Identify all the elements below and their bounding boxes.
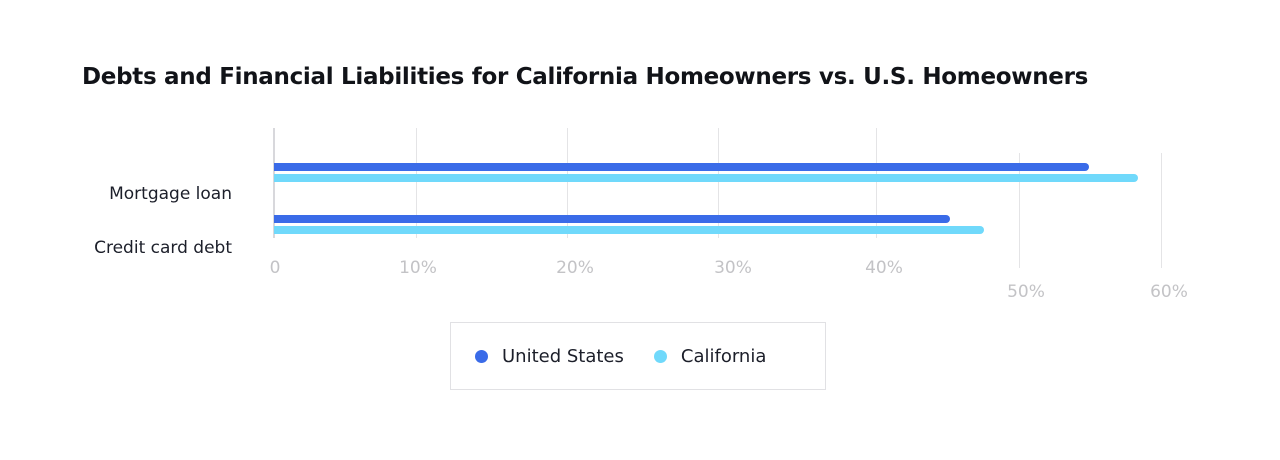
x-tick-10: 10% (399, 258, 437, 278)
bar-mortgage-california (274, 174, 1138, 182)
category-label-mortgage: Mortgage loan (109, 184, 232, 204)
gridline-10 (416, 128, 417, 238)
gridline-20 (567, 128, 568, 238)
gridline-30 (718, 128, 719, 238)
bar-mortgage-united-states (274, 163, 1089, 171)
legend-dot-icon (653, 349, 667, 363)
bar-credit-card-california (274, 226, 984, 234)
gridline-50 (1019, 153, 1020, 268)
chart-title: Debts and Financial Liabilities for Cali… (82, 64, 1089, 90)
legend-item-california[interactable]: California (653, 345, 767, 367)
category-label-credit-card: Credit card debt (94, 238, 232, 258)
bar-credit-card-united-states (274, 215, 950, 223)
x-tick-60: 60% (1150, 282, 1188, 302)
gridline-60 (1161, 153, 1162, 268)
gridline-40 (876, 128, 877, 238)
x-tick-20: 20% (556, 258, 594, 278)
legend-label: United States (502, 345, 624, 367)
y-axis-line (273, 128, 275, 238)
x-tick-30: 30% (714, 258, 752, 278)
x-tick-50: 50% (1007, 282, 1045, 302)
x-tick-40: 40% (865, 258, 903, 278)
chart-legend: United States California (450, 322, 826, 390)
legend-item-united-states[interactable]: United States (475, 346, 624, 367)
x-tick-0: 0 (269, 258, 281, 278)
legend-dot-icon (475, 349, 488, 363)
legend-label: California (680, 345, 767, 367)
